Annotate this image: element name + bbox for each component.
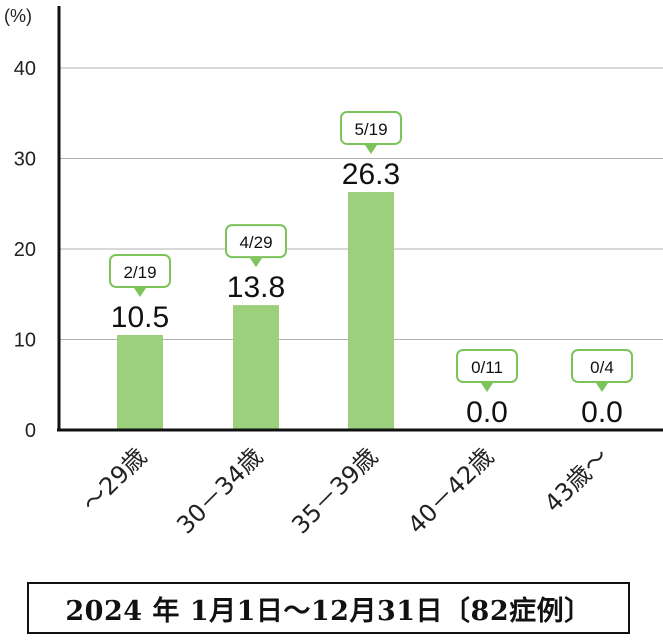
- callout-label: 4/29: [239, 233, 272, 252]
- y-tick-label: 40: [14, 58, 36, 80]
- x-category-label: ～29歳: [77, 442, 152, 517]
- callout-pointer: [596, 383, 608, 392]
- x-category-label: 40－42歳: [402, 442, 499, 539]
- bar: [117, 334, 163, 430]
- y-tick-label: 10: [14, 330, 36, 352]
- value-label: 0.0: [581, 396, 623, 429]
- callout-box: [340, 110, 402, 145]
- category-labels: ～29歳 30－34歳 35－39歳 40－42歳 43歳～: [77, 442, 614, 539]
- y-axis-ticks: 0 10 20 30 40: [14, 58, 36, 442]
- x-category-label: 30－34歳: [171, 442, 268, 539]
- callout-pointer: [250, 258, 262, 268]
- caption-text: 2024 年 1月1日～12月31日〔82症例〕: [65, 595, 592, 627]
- y-axis-unit-label: (%): [4, 6, 32, 26]
- y-tick-label: 20: [14, 239, 36, 261]
- callout: 2/19: [109, 253, 171, 297]
- callout: 0/11: [456, 349, 518, 392]
- callout-pointer: [134, 287, 146, 297]
- callout: 4/29: [225, 224, 287, 268]
- callout-pointer: [365, 144, 377, 154]
- callout-box: [571, 349, 633, 383]
- caption-box: 2024 年 1月1日～12月31日〔82症例〕: [27, 582, 630, 634]
- value-label: 13.8: [227, 271, 285, 304]
- bar: [233, 305, 279, 430]
- y-tick-label: 0: [25, 420, 36, 442]
- x-category-label: 35－39歳: [286, 442, 383, 539]
- callout-pointer: [481, 383, 493, 392]
- callout-box: [109, 253, 171, 288]
- callout: 0/4: [571, 349, 633, 392]
- x-category-label: 43歳～: [539, 442, 614, 517]
- callout-label: 0/4: [590, 358, 614, 377]
- bar-chart: 0 10 20 30 40 (%) 2/19 4/29 5/19 0/11 0/4 10.5 13…: [4, 6, 663, 539]
- value-label: 0.0: [466, 396, 508, 429]
- bars: [117, 191, 394, 430]
- bar: [348, 191, 394, 430]
- value-label: 26.3: [342, 158, 400, 191]
- callout-label: 0/11: [471, 358, 503, 377]
- y-tick-label: 30: [14, 149, 36, 171]
- value-labels: 10.5 13.8 26.3 0.0 0.0: [111, 158, 623, 429]
- callout-box: [456, 349, 518, 383]
- value-label: 10.5: [111, 301, 169, 334]
- callout-box: [225, 224, 287, 259]
- callout-label: 5/19: [354, 120, 387, 139]
- callout: 5/19: [340, 110, 402, 154]
- callouts: 2/19 4/29 5/19 0/11 0/4: [109, 110, 633, 392]
- callout-label: 2/19: [123, 263, 156, 282]
